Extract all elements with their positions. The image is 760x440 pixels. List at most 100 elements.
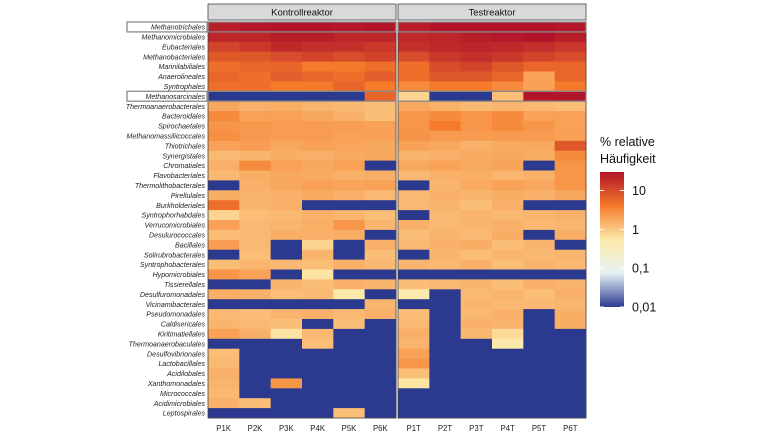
row-label-micrococcales: Micrococcales <box>160 390 205 398</box>
heatmap-cell <box>554 61 587 72</box>
heatmap-cell <box>270 210 303 221</box>
heatmap-cell <box>364 408 397 419</box>
heatmap-cell <box>523 51 556 62</box>
heatmap-cell <box>270 101 303 112</box>
heatmap-cell <box>239 130 272 142</box>
heatmap-cell <box>302 210 334 221</box>
row-label-xanthomonadales: Xanthomonadales <box>147 380 206 388</box>
heatmap-cell <box>492 121 524 132</box>
heatmap-cell <box>364 150 397 161</box>
heatmap-cell <box>270 200 303 211</box>
row-label-caldisericales: Caldisericales <box>161 321 206 329</box>
heatmap-cell <box>239 140 272 152</box>
x-tick-label-p4k: P4K <box>310 424 326 433</box>
heatmap-cell <box>554 111 587 122</box>
heatmap-cell <box>398 160 430 171</box>
heatmap-cell <box>208 190 240 201</box>
heatmap-cell <box>492 328 524 340</box>
heatmap-cell <box>239 91 272 102</box>
heatmap-cell <box>208 299 240 310</box>
heatmap-cell <box>239 31 272 43</box>
heatmap-cell <box>333 121 366 132</box>
heatmap-cell <box>364 220 397 231</box>
heatmap-cell <box>554 328 587 340</box>
heatmap-cell <box>398 200 430 211</box>
colorbar-legend: % relative Häufigkeit 10 1 0,1 0,01 <box>600 135 656 315</box>
heatmap-cell <box>270 299 303 310</box>
heatmap-cell <box>333 22 366 33</box>
heatmap-cell <box>523 111 556 122</box>
heatmap-cell <box>460 239 493 251</box>
x-tick-label-p5t: P5T <box>532 424 547 433</box>
heatmap-cell <box>333 229 366 241</box>
heatmap-cell <box>364 200 397 211</box>
heatmap-cell <box>333 81 366 92</box>
heatmap-cell <box>398 210 430 221</box>
heatmap-cell <box>364 160 397 171</box>
heatmap-cell <box>492 140 524 152</box>
heatmap-cell <box>398 319 430 330</box>
highlight-box <box>397 21 587 33</box>
heatmap-cell <box>239 259 272 270</box>
heatmap-cell <box>460 130 493 142</box>
heatmap-cell <box>270 309 303 320</box>
heatmap-cell <box>554 22 587 33</box>
heatmap-cell <box>270 81 303 92</box>
heatmap-cell <box>429 91 462 102</box>
heatmap-cell <box>364 388 397 399</box>
row-label-thermoanaerobaculales: Thermoanaerobaculales <box>128 340 205 348</box>
heatmap-cell <box>302 220 334 231</box>
heatmap-cell <box>492 259 524 270</box>
heatmap-cell <box>270 328 303 340</box>
heatmap-cell <box>460 259 493 270</box>
heatmap-cell <box>208 31 240 43</box>
heatmap-cell <box>460 91 493 102</box>
heatmap-cell <box>364 71 397 82</box>
heatmap-cell <box>208 289 240 300</box>
heatmap-cell <box>398 180 430 191</box>
heatmap-cell <box>270 220 303 231</box>
heatmap-cell <box>208 220 240 231</box>
heatmap-cell <box>239 388 272 399</box>
heatmap-cell <box>460 150 493 161</box>
heatmap-cell <box>302 239 334 251</box>
heatmap-cell <box>364 348 397 359</box>
row-label-thermolithobacterales: Thermolithobacterales <box>135 182 206 190</box>
heatmap-cell <box>398 368 430 379</box>
heatmap-cell <box>270 51 303 62</box>
row-label-thiotrichales: Thiotrichales <box>165 142 206 150</box>
row-label-marinilabiliales: Marinilabiliales <box>158 63 205 71</box>
panel-title-testreaktor: Testreaktor <box>469 8 516 19</box>
heatmap-cell <box>270 91 303 102</box>
colorbar-tick-label: 1 <box>632 223 639 237</box>
heatmap-cell <box>398 140 430 152</box>
heatmap-cell <box>333 309 366 320</box>
heatmap-cell <box>364 328 397 340</box>
panel-strip-kontrollreaktor <box>207 3 397 21</box>
heatmap-cell <box>398 388 430 399</box>
heatmap-cell <box>208 150 240 161</box>
highlight-box <box>207 90 397 102</box>
heatmap-cell <box>523 319 556 330</box>
heatmap-cell <box>460 170 493 181</box>
heatmap-cell <box>208 368 240 379</box>
heatmap-cell <box>239 121 272 132</box>
heatmap-cell <box>398 279 430 290</box>
heatmap-cell <box>523 101 556 112</box>
heatmap-cell <box>429 338 462 350</box>
heatmap-cell <box>208 121 240 132</box>
colorbar-gradient <box>600 172 624 307</box>
heatmap-cell <box>270 180 303 191</box>
heatmap-cell <box>364 81 397 92</box>
heatmap-cell <box>554 348 587 359</box>
heatmap-cell <box>398 249 430 260</box>
heatmap-cell <box>364 130 397 142</box>
heatmap-cell <box>239 41 272 53</box>
heatmap-cell <box>364 229 397 241</box>
heatmap-cell <box>208 51 240 62</box>
heatmap-cell <box>364 279 397 290</box>
heatmap-cell <box>333 408 366 419</box>
heatmap-cell <box>270 239 303 251</box>
heatmap-cell <box>302 61 334 72</box>
heatmap-cell <box>208 249 240 260</box>
